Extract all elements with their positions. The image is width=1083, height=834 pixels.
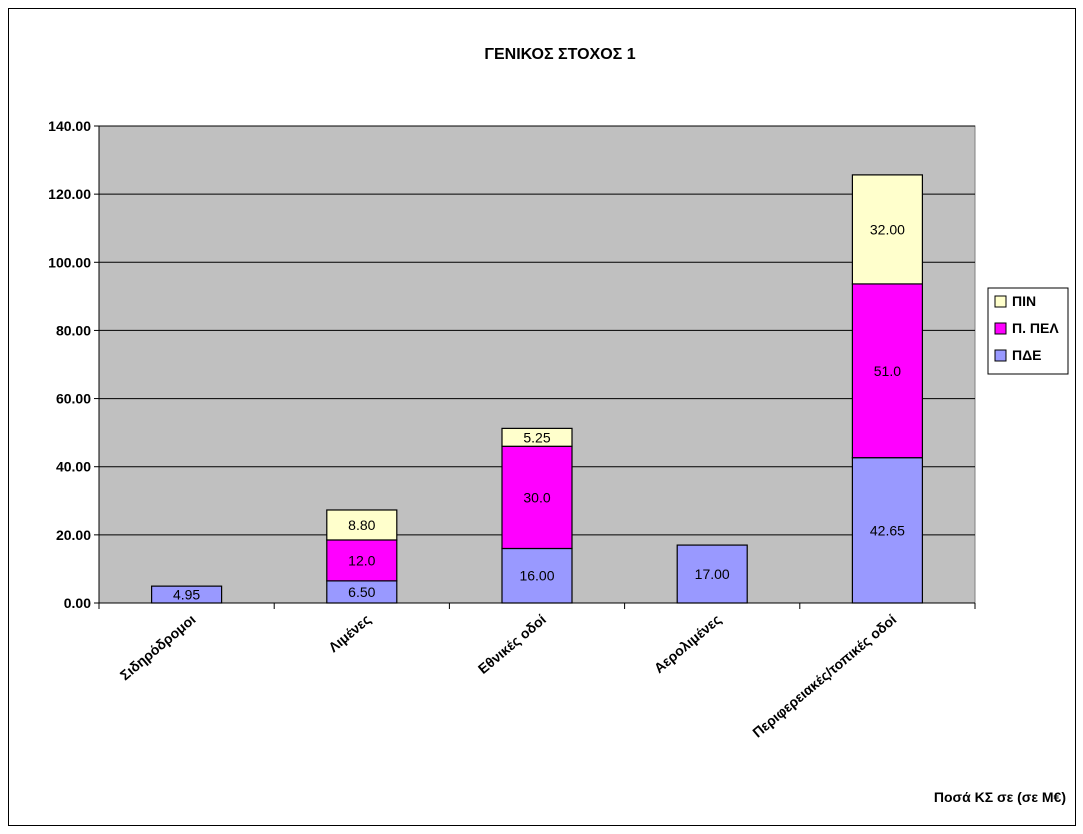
bar-segment <box>151 585 223 604</box>
y-tick-label: 140.00 <box>48 118 91 134</box>
chart-frame: ΓΕΝΙΚΟΣ ΣΤΟΧΟΣ 1 0.00 20.00 40.00 60.00 80.0… <box>8 8 1076 826</box>
data-label: 6.50 <box>348 584 375 600</box>
data-label: 4.95 <box>173 587 200 603</box>
plot-area: 0.00 20.00 40.00 60.00 80.00 100.00 120.00 140.… <box>48 118 976 741</box>
legend-label: ΠΙΝ <box>1012 293 1036 309</box>
y-tick-label: 100.00 <box>48 254 91 270</box>
data-label: 17.00 <box>695 566 730 582</box>
y-tick-label: 80.00 <box>56 322 91 338</box>
category-label: Σιδηρόδρομοι <box>117 611 199 683</box>
bar-segment <box>851 174 924 285</box>
legend-label: ΠΔΕ <box>1012 347 1042 363</box>
data-label: 5.25 <box>523 429 550 445</box>
legend-swatch <box>994 295 1007 308</box>
bar-segment <box>501 427 573 447</box>
bar-segment <box>676 544 748 604</box>
x-axis-title: Ποσά ΚΣ σε (σε Μ€) <box>934 789 1066 805</box>
legend-swatch <box>994 349 1007 362</box>
data-label: 51.0 <box>874 363 901 379</box>
data-label: 12.0 <box>348 552 375 568</box>
y-tick-label: 0.00 <box>64 595 91 611</box>
chart-title: ΓΕΝΙΚΟΣ ΣΤΟΧΟΣ 1 <box>484 46 635 63</box>
data-label: 8.80 <box>348 517 375 533</box>
bar-segment <box>851 457 924 604</box>
data-label: 16.00 <box>519 568 554 584</box>
category-label: Εθνικές οδοί <box>475 611 549 677</box>
legend-swatch <box>994 322 1007 335</box>
y-tick-label: 120.00 <box>48 186 91 202</box>
legend-label: Π. ΠΕΛ <box>1012 320 1059 336</box>
chart-svg: ΓΕΝΙΚΟΣ ΣΤΟΧΟΣ 1 0.00 20.00 40.00 60.00 80.0… <box>48 46 1069 805</box>
y-tick-label: 20.00 <box>56 527 91 543</box>
bar-segment <box>501 445 573 550</box>
bar-segment <box>851 283 924 459</box>
legend: ΠΙΝ Π. ΠΕΛ ΠΔΕ <box>987 287 1069 375</box>
data-label: 42.65 <box>870 522 905 538</box>
y-tick-label: 40.00 <box>56 459 91 475</box>
bar-segment <box>326 539 398 582</box>
bar-segment <box>326 509 398 541</box>
data-label: 32.00 <box>870 221 905 237</box>
category-label: Λιμένες <box>325 611 373 655</box>
category-label: Περιφερειακές/τοπικές οδοί <box>749 611 899 741</box>
category-label: Αερολιμένες <box>651 611 724 676</box>
y-tick-label: 60.00 <box>56 391 91 407</box>
data-label: 30.0 <box>523 489 550 505</box>
